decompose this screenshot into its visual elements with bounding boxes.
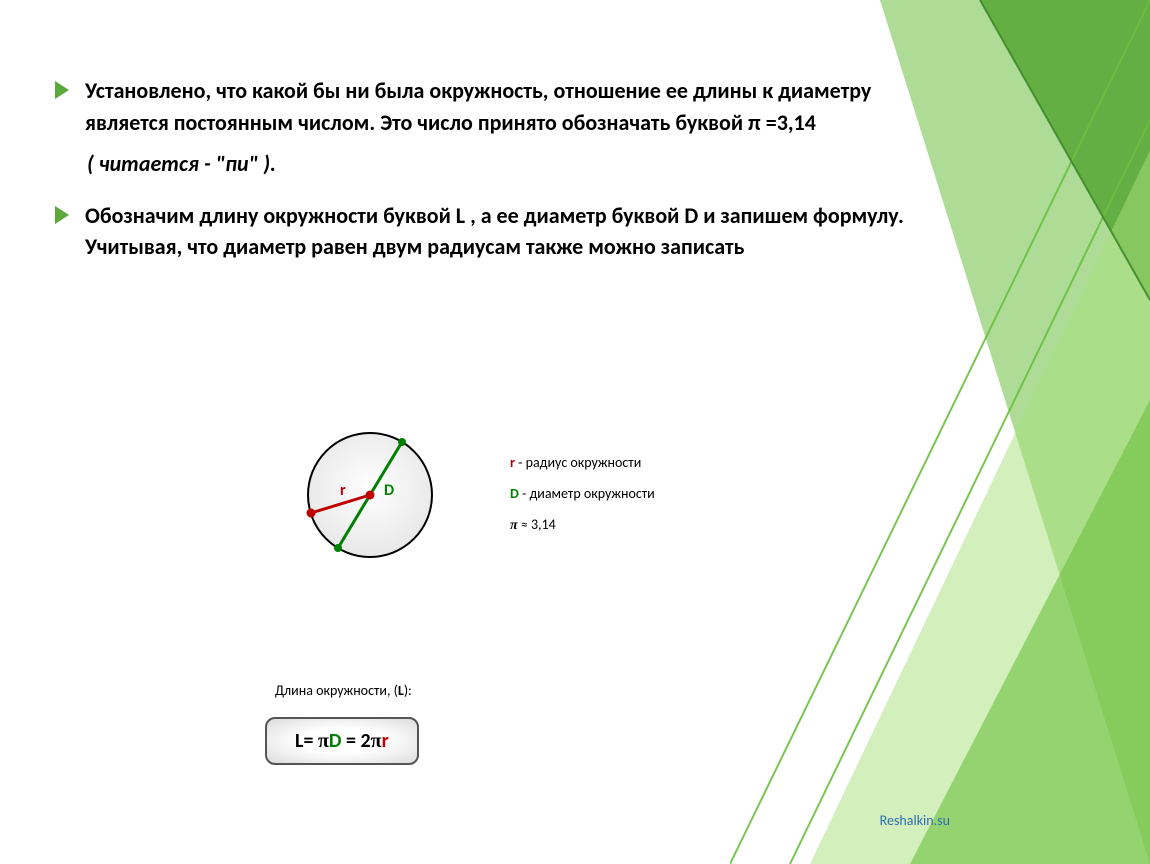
bullet-2-text: Обозначим длину окружности буквой L , а … <box>85 200 950 264</box>
d-label: D <box>384 481 394 500</box>
legend-pi-label: π <box>510 518 518 533</box>
bullet-icon <box>55 206 69 224</box>
formula-box: L= πD = 2πr <box>265 717 419 765</box>
legend-row-d: D - диаметр окружности <box>510 479 655 510</box>
credit-link[interactable]: Reshalkin.su <box>880 812 950 829</box>
formula-pi1: π <box>318 730 329 752</box>
legend-row-pi: π ≈ 3,14 <box>510 510 655 542</box>
circle-diagram: r D r - радиус окружности D - диаметр ок… <box>290 415 655 575</box>
legend-row-r: r - радиус окружности <box>510 448 655 479</box>
formula-title: Длина окружности, (L): <box>265 682 419 699</box>
formula-area: Длина окружности, (L): L= πD = 2πr <box>265 682 419 765</box>
slide: Установлено, что какой бы ни была окружн… <box>0 0 1150 864</box>
formula-title-prefix: Длина окружности, ( <box>275 682 398 699</box>
circle-figure: r D <box>290 415 450 575</box>
legend: r - радиус окружности D - диаметр окружн… <box>510 448 655 541</box>
formula-D: D <box>329 729 342 753</box>
bullet-icon <box>55 81 69 99</box>
formula-r: r <box>382 729 389 753</box>
bullet-2: Обозначим длину окружности буквой L , а … <box>55 200 950 264</box>
bullet-1: Установлено, что какой бы ни была окружн… <box>55 75 950 139</box>
legend-pi-text: ≈ 3,14 <box>518 516 556 533</box>
formula-L: L= <box>295 729 318 753</box>
legend-d-text: - диаметр окружности <box>519 485 655 502</box>
formula-title-suffix: ): <box>404 682 412 699</box>
legend-d-label: D <box>510 485 519 502</box>
r-label: r <box>340 481 346 500</box>
formula-eq: = 2 <box>342 729 371 753</box>
formula-pi2: π <box>371 730 382 752</box>
bullet-1-text: Установлено, что какой бы ни была окружн… <box>85 75 950 139</box>
sub-reads-as: ( читается - "пи" ). <box>87 149 950 180</box>
content-area: Установлено, что какой бы ни была окружн… <box>55 75 950 273</box>
legend-r-text: - радиус окружности <box>515 454 641 471</box>
